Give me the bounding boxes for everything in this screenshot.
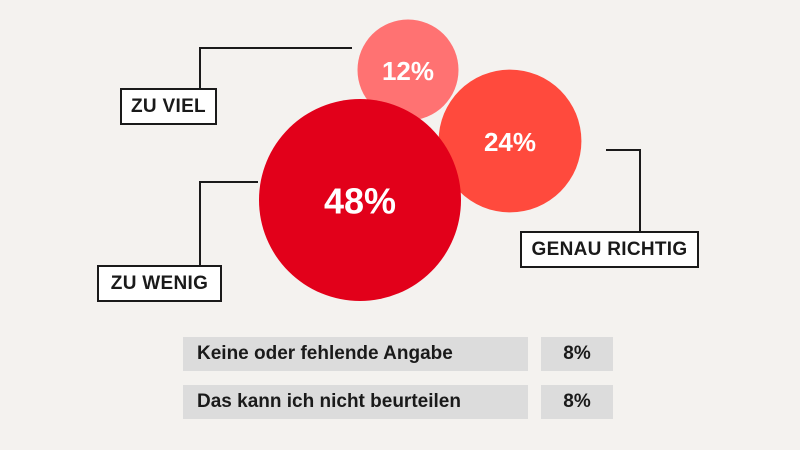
bubble-value-label: 24% (484, 127, 536, 157)
bubbles: 12% 24% 48% (259, 19, 582, 301)
extra-row-value: 8% (541, 337, 613, 371)
category-box-genau-richtig: GENAU RICHTIG (520, 231, 699, 268)
category-box-zu-wenig: ZU WENIG (97, 265, 222, 302)
extra-row-value: 8% (541, 385, 613, 419)
bubble-value-label: 12% (382, 56, 434, 86)
leader-lines (199, 47, 641, 265)
leader-line (199, 181, 258, 265)
leader-line (199, 47, 352, 88)
bubble-value-label: 48% (324, 181, 396, 222)
bubble-genau-richtig (438, 69, 582, 213)
extra-row-label: Keine oder fehlende Angabe (183, 337, 528, 371)
category-box-zu-viel: ZU VIEL (120, 88, 217, 125)
extra-row-label: Das kann ich nicht beurteilen (183, 385, 528, 419)
bubble-zu-viel (357, 19, 459, 121)
bubble-zu-wenig (259, 99, 461, 301)
leader-line (606, 149, 641, 231)
